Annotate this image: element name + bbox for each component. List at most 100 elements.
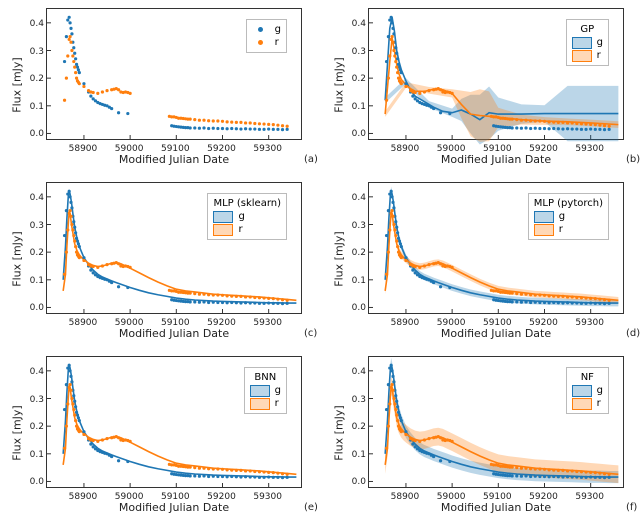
scatter-point-r	[414, 265, 417, 268]
scatter-point-g	[390, 195, 393, 198]
scatter-point-r	[575, 122, 578, 125]
scatter-point-r	[78, 256, 81, 259]
scatter-point-r	[529, 119, 532, 122]
scatter-point-g	[193, 126, 196, 129]
legend-label: g	[559, 210, 565, 223]
scatter-point-g	[439, 459, 442, 462]
scatter-point-g	[239, 127, 242, 130]
scatter-point-g	[390, 16, 393, 19]
scatter-point-g	[571, 475, 574, 478]
scatter-point-g	[74, 57, 77, 60]
scatter-point-r	[423, 264, 426, 267]
scatter-point-g	[399, 416, 402, 419]
scatter-point-g	[598, 302, 601, 305]
scatter-point-r	[439, 88, 442, 91]
scatter-point-g	[110, 281, 113, 284]
scatter-point-r	[70, 397, 73, 400]
y-tick: 0.0	[344, 303, 366, 313]
scatter-point-r	[96, 266, 99, 269]
scatter-point-r	[511, 117, 514, 120]
scatter-point-g	[404, 82, 407, 85]
scatter-point-g	[520, 127, 523, 130]
scatter-point-g	[89, 269, 92, 272]
scatter-point-g	[253, 475, 256, 478]
scatter-point-g	[75, 411, 78, 414]
scatter-point-g	[75, 237, 78, 240]
scatter-point-r	[400, 430, 403, 433]
panel-caption: (b)	[626, 154, 640, 165]
scatter-point-g	[552, 475, 555, 478]
scatter-point-r	[66, 228, 69, 231]
legend-label: r	[597, 397, 601, 410]
scatter-point-r	[65, 425, 68, 428]
scatter-point-g	[68, 16, 71, 19]
legend-item: r	[534, 223, 603, 236]
scatter-point-r	[520, 119, 523, 122]
panel-a: Flux [mJy]Modified Julian Dategr58900590…	[4, 2, 312, 168]
scatter-point-g	[76, 413, 79, 416]
scatter-point-r	[584, 296, 587, 299]
scatter-point-r	[557, 295, 560, 298]
scatter-point-r	[397, 251, 400, 254]
scatter-point-g	[198, 127, 201, 130]
scatter-point-g	[398, 65, 401, 68]
scatter-point-g	[63, 60, 66, 63]
scatter-point-g	[72, 394, 75, 397]
scatter-point-g	[411, 95, 414, 98]
scatter-point-g	[76, 65, 79, 68]
scatter-point-g	[598, 128, 601, 131]
scatter-point-g	[75, 63, 78, 66]
scatter-point-g	[63, 408, 66, 411]
scatter-point-r	[267, 123, 270, 126]
x-tick: 59100	[483, 492, 512, 502]
scatter-point-r	[538, 119, 541, 122]
scatter-point-r	[249, 469, 252, 472]
scatter-point-g	[392, 206, 395, 209]
scatter-point-r	[515, 118, 518, 121]
scatter-point-g	[78, 245, 81, 248]
y-tick: 0.1	[22, 276, 44, 286]
scatter-point-g	[548, 127, 551, 130]
legend-label: g	[275, 23, 281, 36]
scatter-point-g	[575, 301, 578, 304]
scatter-point-g	[534, 127, 537, 130]
scatter-point-g	[608, 302, 611, 305]
scatter-point-r	[82, 259, 85, 262]
scatter-point-r	[68, 212, 71, 215]
scatter-point-g	[244, 127, 247, 130]
scatter-point-g	[511, 300, 514, 303]
scatter-point-r	[397, 425, 400, 428]
scatter-point-g	[65, 35, 68, 38]
scatter-point-r	[244, 469, 247, 472]
x-tick: 59300	[253, 492, 282, 502]
scatter-point-r	[571, 295, 574, 298]
y-tick: 0.2	[22, 74, 44, 84]
scatter-point-g	[226, 475, 229, 478]
scatter-point-r	[395, 65, 398, 68]
scatter-point-r	[262, 122, 265, 125]
scatter-point-r	[548, 294, 551, 297]
legend-item: g	[572, 384, 603, 397]
scatter-point-g	[432, 281, 435, 284]
scatter-point-g	[543, 127, 546, 130]
y-tick: 0.0	[22, 129, 44, 139]
scatter-point-g	[221, 301, 224, 304]
scatter-point-r	[66, 54, 69, 57]
scatter-point-r	[216, 119, 219, 122]
scatter-point-r	[216, 467, 219, 470]
scatter-point-g	[580, 302, 583, 305]
panel-caption: (a)	[304, 154, 318, 165]
scatter-point-g	[272, 476, 275, 479]
x-axis-label: Modified Julian Date	[368, 501, 624, 514]
scatter-point-r	[68, 38, 71, 41]
scatter-point-g	[538, 301, 541, 304]
scatter-point-r	[396, 71, 399, 74]
scatter-point-r	[267, 471, 270, 474]
scatter-point-g	[63, 234, 66, 237]
y-tick: 0.1	[22, 450, 44, 460]
scatter-point-g	[212, 301, 215, 304]
scatter-point-g	[72, 46, 75, 49]
scatter-point-g	[70, 32, 73, 35]
scatter-point-r	[580, 296, 583, 299]
scatter-point-r	[598, 472, 601, 475]
